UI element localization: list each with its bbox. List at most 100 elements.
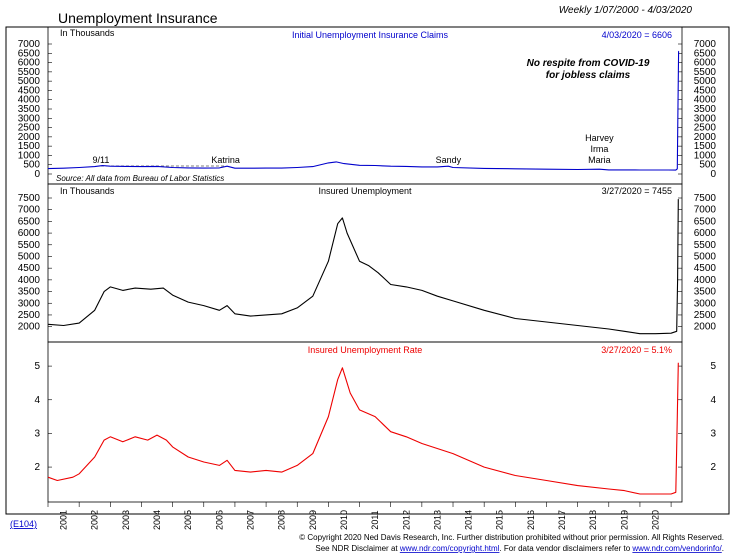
panel2-ytick-left: 4500 [18,263,41,274]
panel2-ytick-right: 2000 [694,322,717,333]
panel1-unit-label: In Thousands [60,28,115,38]
panel2-ytick-left: 3000 [18,298,41,309]
panel1-ytick-right: 6500 [694,48,717,59]
panel2-ytick-left: 6500 [18,216,41,227]
series-layer [47,50,680,495]
panel1-ytick-left: 6000 [18,58,41,69]
xtick-label: 2008 [277,510,287,530]
vendor-info-link[interactable]: www.ndr.com/vendorinfo/ [631,544,722,553]
disclaimer-text: See NDR Disclaimer at www.ndr.com/copyri… [315,544,724,553]
panel2-ytick-right: 2500 [694,310,717,321]
panel2-latest: 3/27/2020 = 7455 [602,186,672,196]
panel1-ytick-right: 6000 [694,58,717,69]
xtick-label: 2006 [214,510,224,530]
panel1-ytick-left: 4000 [18,95,41,106]
panel1-latest: 4/03/2020 = 6606 [602,30,672,40]
panel3-ytick-right: 3 [710,428,716,439]
panel1-ytick-left: 5500 [18,67,41,78]
xtick-label: 2003 [121,510,131,530]
xtick-label: 2016 [526,510,536,530]
panel2-ytick-right: 7000 [694,205,717,216]
panel3-ytick-right: 5 [710,361,716,372]
panel1-ytick-left: 3500 [18,104,41,115]
panel2-unit-label: In Thousands [60,186,115,196]
panel1-ytick-left: 1500 [18,141,41,152]
panel1-ytick-right: 5500 [694,67,717,78]
xtick-label: 2005 [183,510,193,530]
xtick-label: 2001 [59,510,69,530]
panel1-ytick-left: 2500 [18,123,41,134]
xtick-label: 2010 [339,510,349,530]
event-label: Sandy [436,155,462,165]
xtick-label: 2013 [432,510,442,530]
panel2-title: Insured Unemployment [318,186,412,196]
panel1-series-line [47,50,680,171]
panel2-ytick-left: 3500 [18,287,41,298]
chart-title: Unemployment Insurance [58,10,218,26]
xtick-label: 2002 [90,510,100,530]
panel1-ytick-left: 4500 [18,85,41,96]
xtick-label: 2018 [588,510,598,530]
panel1-ytick-right: 1500 [694,141,717,152]
panel2-ytick-right: 3500 [694,287,717,298]
xtick-label: 2014 [464,510,474,530]
xtick-label: 2011 [370,510,380,529]
panel1-ytick-right: 4000 [694,95,717,106]
chart-code-link[interactable]: (E104) [10,519,37,529]
panel1-ytick-left: 5000 [18,76,41,87]
panel2-ytick-left: 7500 [18,193,41,204]
panel1-ytick-left: 1000 [18,150,41,161]
panel2-ytick-right: 4500 [694,263,717,274]
xtick-label: 2017 [557,510,567,530]
panel3-plot-area [47,341,683,503]
panel1-source: Source: All data from Bureau of Labor St… [56,174,224,183]
panel1-ytick-right: 2000 [694,132,717,143]
panel1-ytick-right: 3500 [694,104,717,115]
xtick-label: 2009 [308,510,318,530]
copyright-link[interactable]: www.ndr.com/copyright.html [399,544,500,553]
panel1-ytick-right: 0 [710,169,716,180]
panel1-ytick-left: 500 [23,160,40,171]
panel3-ytick-left: 3 [34,428,40,439]
panel1-ytick-right: 3000 [694,113,717,124]
xtick-label: 2019 [619,510,629,530]
panel3-ytick-right: 2 [710,462,716,473]
panel2-series-line [47,199,679,335]
event-label: 9/11 [93,155,110,165]
panel2-ytick-right: 5500 [694,240,717,251]
panel1-ytick-left: 6500 [18,48,41,59]
panel3-ytick-left: 2 [34,462,40,473]
xtick-label: 2004 [152,510,162,530]
panel3-ytick-right: 4 [710,395,716,406]
panel1-title: Initial Unemployment Insurance Claims [292,30,449,40]
event-label: Harvey Irma Maria [585,133,614,165]
event-layer: 9/11 Katrina Sandy Harvey Irma Maria [93,133,614,167]
panel1-ytick-right: 500 [699,160,716,171]
panel1-annotation: No respite from COVID-19 for jobless clai… [527,58,650,81]
panel1-ytick-left: 7000 [18,39,41,50]
panel2-ytick-right: 7500 [694,193,717,204]
panel1-ytick-right: 7000 [694,39,717,50]
panel2-ytick-left: 5000 [18,251,41,262]
panel2-ytick-right: 4000 [694,275,717,286]
panel1-ytick-right: 1000 [694,150,717,161]
panel2-ytick-left: 2000 [18,322,41,333]
xtick-label: 2020 [651,510,661,530]
panel2-ytick-left: 4000 [18,275,41,286]
panel2-ytick-left: 2500 [18,310,41,321]
panel2-ytick-left: 7000 [18,205,41,216]
panel2-ytick-right: 3000 [694,298,717,309]
panel1-ytick-right: 2500 [694,123,717,134]
xtick-label: 2012 [401,510,411,530]
panel2-ytick-right: 5000 [694,251,717,262]
panel1-plot-area [47,26,683,185]
panel2-ytick-left: 5500 [18,240,41,251]
panel3-title: Insured Unemployment Rate [308,345,423,355]
panel1-ytick-right: 4500 [694,85,717,96]
panel3-series-line [47,362,679,495]
panel2-plot-area [47,183,683,343]
panel3-latest: 3/27/2020 = 5.1% [601,345,672,355]
panel1-ytick-right: 5000 [694,76,717,87]
